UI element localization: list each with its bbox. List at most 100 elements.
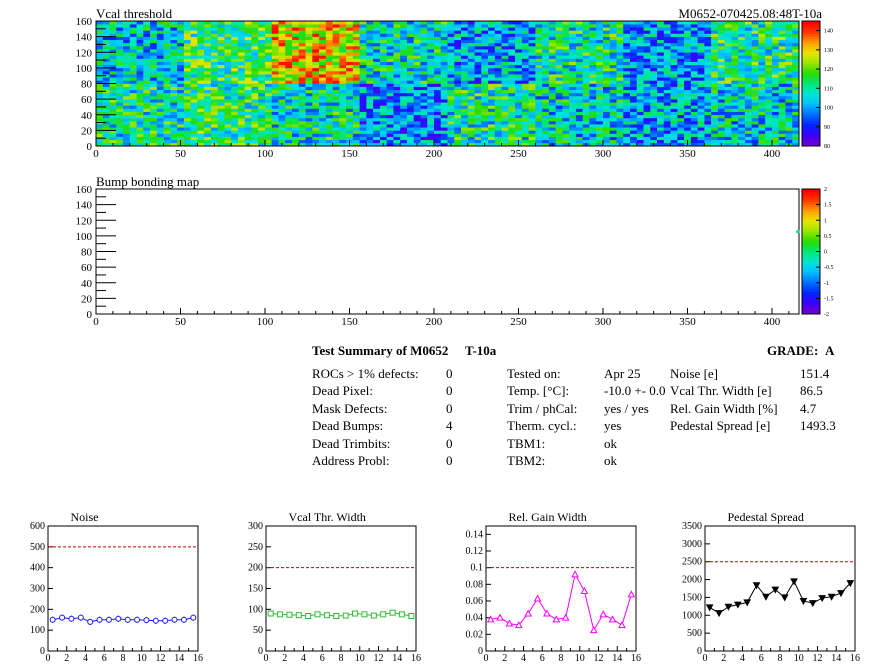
heatmap-cell [575, 24, 583, 28]
heatmap-cell [332, 127, 340, 131]
heatmap-cell [562, 24, 570, 28]
heatmap-cell [251, 121, 259, 125]
heatmap-cell [792, 102, 800, 106]
heatmap-cell [393, 127, 401, 131]
heatmap-cell [575, 142, 583, 147]
heatmap-cell [771, 111, 780, 116]
heatmap-cell [684, 121, 692, 125]
heatmap-cell [440, 71, 448, 75]
heatmap-cell [123, 42, 131, 47]
heatmap-cell [508, 127, 516, 131]
heatmap-cell [292, 39, 300, 44]
heatmap-cell [123, 99, 131, 103]
heatmap-cell [352, 86, 360, 91]
heatmap-cell [163, 30, 171, 34]
heatmap-cell [494, 92, 502, 97]
heatmap-cell [650, 86, 658, 91]
heatmap-cell [751, 136, 759, 141]
heatmap-cell [711, 21, 719, 25]
heatmap-cell [589, 114, 597, 119]
heatmap-cell [129, 139, 137, 144]
heatmap-cell [143, 92, 151, 97]
heatmap-cell [251, 86, 259, 91]
heatmap-cell [630, 64, 638, 69]
heatmap-cell [393, 67, 401, 72]
heatmap-cell [521, 46, 529, 50]
heatmap-cell [197, 139, 205, 144]
heatmap-cell [400, 71, 408, 75]
heatmap-cell [569, 89, 577, 94]
heatmap-cell [771, 127, 780, 131]
heatmap-cell [670, 117, 678, 122]
heatmap-cell [582, 133, 590, 137]
heatmap-cell [224, 124, 232, 128]
heatmap-cell [744, 30, 752, 34]
heatmap-cell [467, 99, 475, 103]
data-point [705, 604, 714, 612]
heatmap-cell [210, 124, 218, 128]
heatmap-cell [373, 27, 381, 31]
heatmap-cell [562, 80, 570, 84]
heatmap-cell [494, 139, 502, 144]
heatmap-cell [190, 52, 198, 56]
heatmap-cell [312, 61, 320, 66]
heatmap-cell [670, 30, 678, 34]
heatmap-cell [650, 67, 658, 72]
heatmap-cell [292, 117, 300, 122]
heatmap-cell [535, 74, 543, 78]
heatmap-cell [521, 142, 529, 147]
heatmap-cell [454, 52, 462, 56]
heatmap-cell [488, 27, 496, 31]
heatmap-cell [575, 80, 583, 84]
heatmap-cell [711, 96, 719, 100]
heatmap-cell [731, 77, 739, 81]
heatmap-cell [420, 105, 428, 109]
heatmap-cell [548, 42, 556, 47]
summary-value: yes / yes [604, 400, 649, 416]
heatmap-cell [271, 105, 279, 109]
heatmap-cell [555, 124, 563, 128]
heatmap-cell [102, 27, 110, 31]
heatmap-cell [454, 99, 462, 103]
heatmap-cell [427, 121, 435, 125]
heatmap-cell [325, 52, 333, 56]
data-point [827, 593, 836, 601]
heatmap-cell [454, 89, 462, 94]
heatmap-cell [406, 77, 414, 81]
heatmap-cell [528, 108, 536, 112]
heatmap-cell [494, 21, 502, 25]
colorbar-segment [802, 61, 820, 64]
heatmap-cell [589, 102, 597, 106]
heatmap-cell [785, 111, 793, 116]
heatmap-cell [562, 61, 570, 66]
heatmap-cell [501, 61, 509, 66]
heatmap-cell [163, 42, 171, 47]
heatmap-cell [508, 36, 516, 41]
heatmap-cell [352, 108, 360, 112]
heatmap-cell [123, 130, 131, 134]
heatmap-cell [224, 27, 232, 31]
heatmap-cell [535, 71, 543, 75]
heatmap-cell [677, 83, 685, 87]
heatmap-cell [136, 52, 144, 56]
heatmap-cell [339, 139, 347, 144]
heatmap-cell [751, 127, 759, 131]
heatmap-cell [488, 133, 496, 137]
heatmap-cell [548, 24, 556, 28]
colorbar-segment [802, 103, 820, 107]
colorbar-segment [802, 116, 820, 119]
heatmap-cell [346, 102, 354, 106]
heatmap-cell [650, 96, 658, 100]
heatmap-cell [663, 36, 671, 41]
heatmap-cell [704, 77, 712, 81]
heatmap-cell [454, 67, 462, 72]
heatmap-cell [420, 30, 428, 34]
heatmap-cell [379, 121, 387, 125]
heatmap-cell [352, 105, 360, 109]
heatmap-cell [650, 102, 658, 106]
heatmap-cell [744, 52, 752, 56]
heatmap-cell [447, 36, 455, 41]
heatmap-cell [724, 130, 732, 134]
heatmap-cell [738, 108, 746, 112]
heatmap-cell [481, 33, 489, 37]
